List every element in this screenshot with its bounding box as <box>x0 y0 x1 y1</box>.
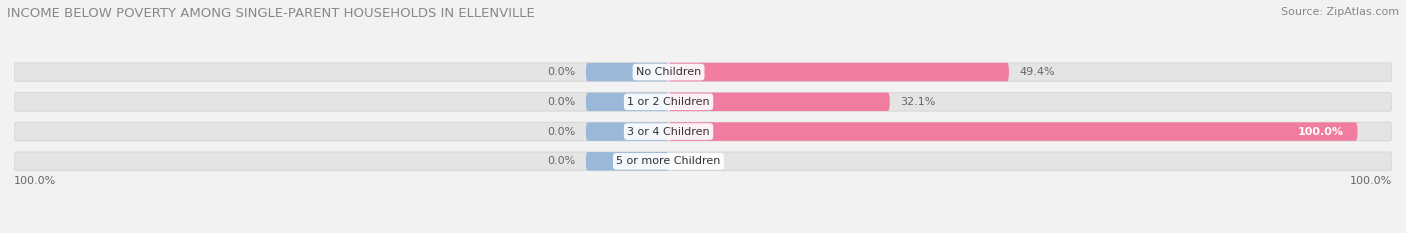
Text: Source: ZipAtlas.com: Source: ZipAtlas.com <box>1281 7 1399 17</box>
Text: 0.0%: 0.0% <box>547 97 575 107</box>
Text: 100.0%: 100.0% <box>1350 176 1392 186</box>
Text: 100.0%: 100.0% <box>1298 127 1344 137</box>
FancyBboxPatch shape <box>14 93 1392 111</box>
Text: INCOME BELOW POVERTY AMONG SINGLE-PARENT HOUSEHOLDS IN ELLENVILLE: INCOME BELOW POVERTY AMONG SINGLE-PARENT… <box>7 7 534 20</box>
FancyBboxPatch shape <box>586 93 669 111</box>
FancyBboxPatch shape <box>669 63 1010 81</box>
FancyBboxPatch shape <box>669 93 890 111</box>
Text: 0.0%: 0.0% <box>547 67 575 77</box>
FancyBboxPatch shape <box>14 122 1392 141</box>
Text: 0.0%: 0.0% <box>547 156 575 166</box>
Text: 32.1%: 32.1% <box>900 97 935 107</box>
FancyBboxPatch shape <box>586 63 669 81</box>
FancyBboxPatch shape <box>669 122 1358 141</box>
Text: 100.0%: 100.0% <box>14 176 56 186</box>
FancyBboxPatch shape <box>14 63 1392 81</box>
FancyBboxPatch shape <box>14 152 1392 171</box>
Text: No Children: No Children <box>636 67 702 77</box>
Text: 5 or more Children: 5 or more Children <box>616 156 721 166</box>
Text: 0.0%: 0.0% <box>679 156 707 166</box>
Text: 49.4%: 49.4% <box>1019 67 1054 77</box>
Text: 3 or 4 Children: 3 or 4 Children <box>627 127 710 137</box>
Text: 1 or 2 Children: 1 or 2 Children <box>627 97 710 107</box>
FancyBboxPatch shape <box>586 122 669 141</box>
Text: 0.0%: 0.0% <box>547 127 575 137</box>
FancyBboxPatch shape <box>586 152 669 171</box>
